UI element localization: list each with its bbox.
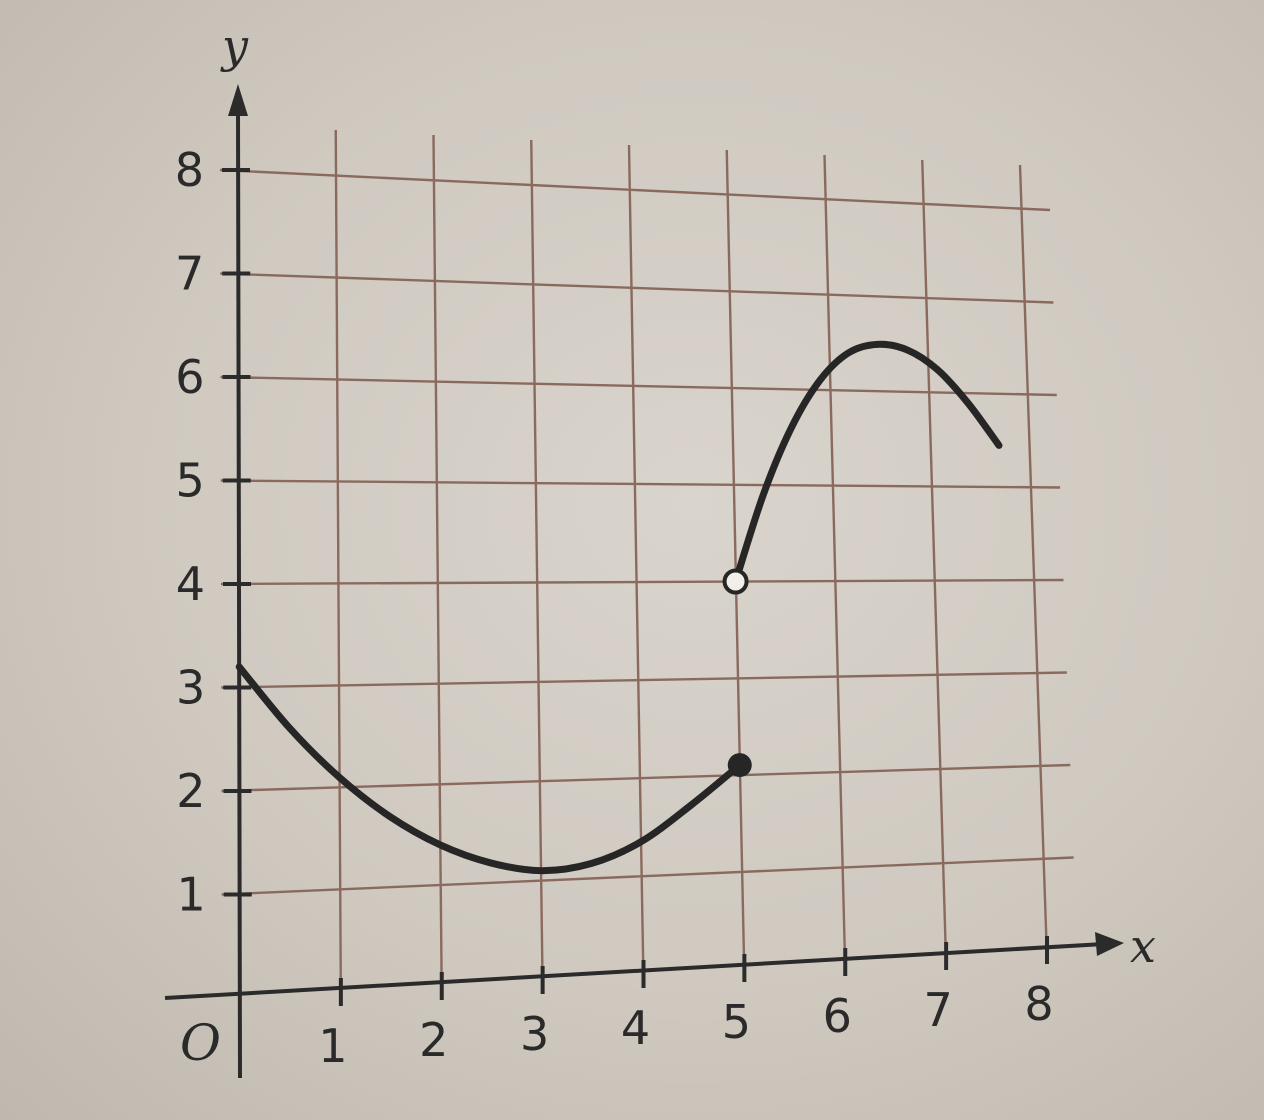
grid-horizontal-line xyxy=(219,168,1051,212)
grid xyxy=(219,129,1074,1001)
curve-segment-2 xyxy=(732,340,1003,585)
y-axis-label: y xyxy=(220,19,249,73)
x-tick-label: 4 xyxy=(621,1001,650,1055)
grid-vertical-line xyxy=(823,154,847,971)
grid-horizontal-line xyxy=(220,479,1061,489)
grid-horizontal-line xyxy=(221,671,1067,689)
y-tick-label: 3 xyxy=(176,661,205,715)
y-tick-label: 1 xyxy=(176,868,205,922)
grid-vertical-line xyxy=(725,149,746,977)
tick-labels: 1 2 3 4 5 6 7 8 1 2 3 4 5 6 7 8 xyxy=(175,143,1054,1073)
ticks xyxy=(222,168,1049,1006)
grid-vertical-line xyxy=(921,159,948,965)
grid-vertical-line xyxy=(1018,164,1049,959)
grid-horizontal-line xyxy=(220,578,1064,586)
x-axis-arrow-icon xyxy=(1095,932,1124,956)
y-tick-label: 4 xyxy=(176,557,205,611)
y-axis xyxy=(236,109,242,1079)
y-tick-label: 5 xyxy=(175,454,204,508)
y-tick-label: 6 xyxy=(175,350,204,404)
x-tick-label: 6 xyxy=(823,989,852,1043)
grid-vertical-line xyxy=(530,139,544,989)
x-tick-label: 2 xyxy=(419,1013,448,1067)
x-tick-label: 5 xyxy=(722,995,751,1049)
x-axis-label: x xyxy=(1130,919,1156,973)
origin-label: O xyxy=(180,1014,221,1072)
grid-horizontal-line xyxy=(220,375,1057,397)
grid-vertical-line xyxy=(334,129,343,1001)
grid-horizontal-line xyxy=(220,272,1054,304)
x-axis xyxy=(164,942,1105,1000)
closed-endpoint xyxy=(727,753,752,778)
grid-horizontal-line xyxy=(221,763,1071,793)
open-endpoint xyxy=(722,568,749,595)
curves xyxy=(235,340,1003,875)
x-tick-label: 8 xyxy=(1024,977,1053,1031)
grid-vertical-line xyxy=(627,144,645,983)
x-tick-label: 3 xyxy=(520,1007,549,1061)
x-tick-label: 1 xyxy=(318,1019,347,1073)
grid-horizontal-line xyxy=(221,856,1074,896)
y-tick-label: 2 xyxy=(176,764,205,818)
y-tick-label: 8 xyxy=(175,143,204,197)
y-tick-label: 7 xyxy=(175,247,204,301)
grid-vertical-line xyxy=(432,134,443,995)
curve-segment-1 xyxy=(235,663,744,875)
y-axis-arrow-icon xyxy=(228,84,248,116)
x-tick-label: 7 xyxy=(923,983,952,1037)
